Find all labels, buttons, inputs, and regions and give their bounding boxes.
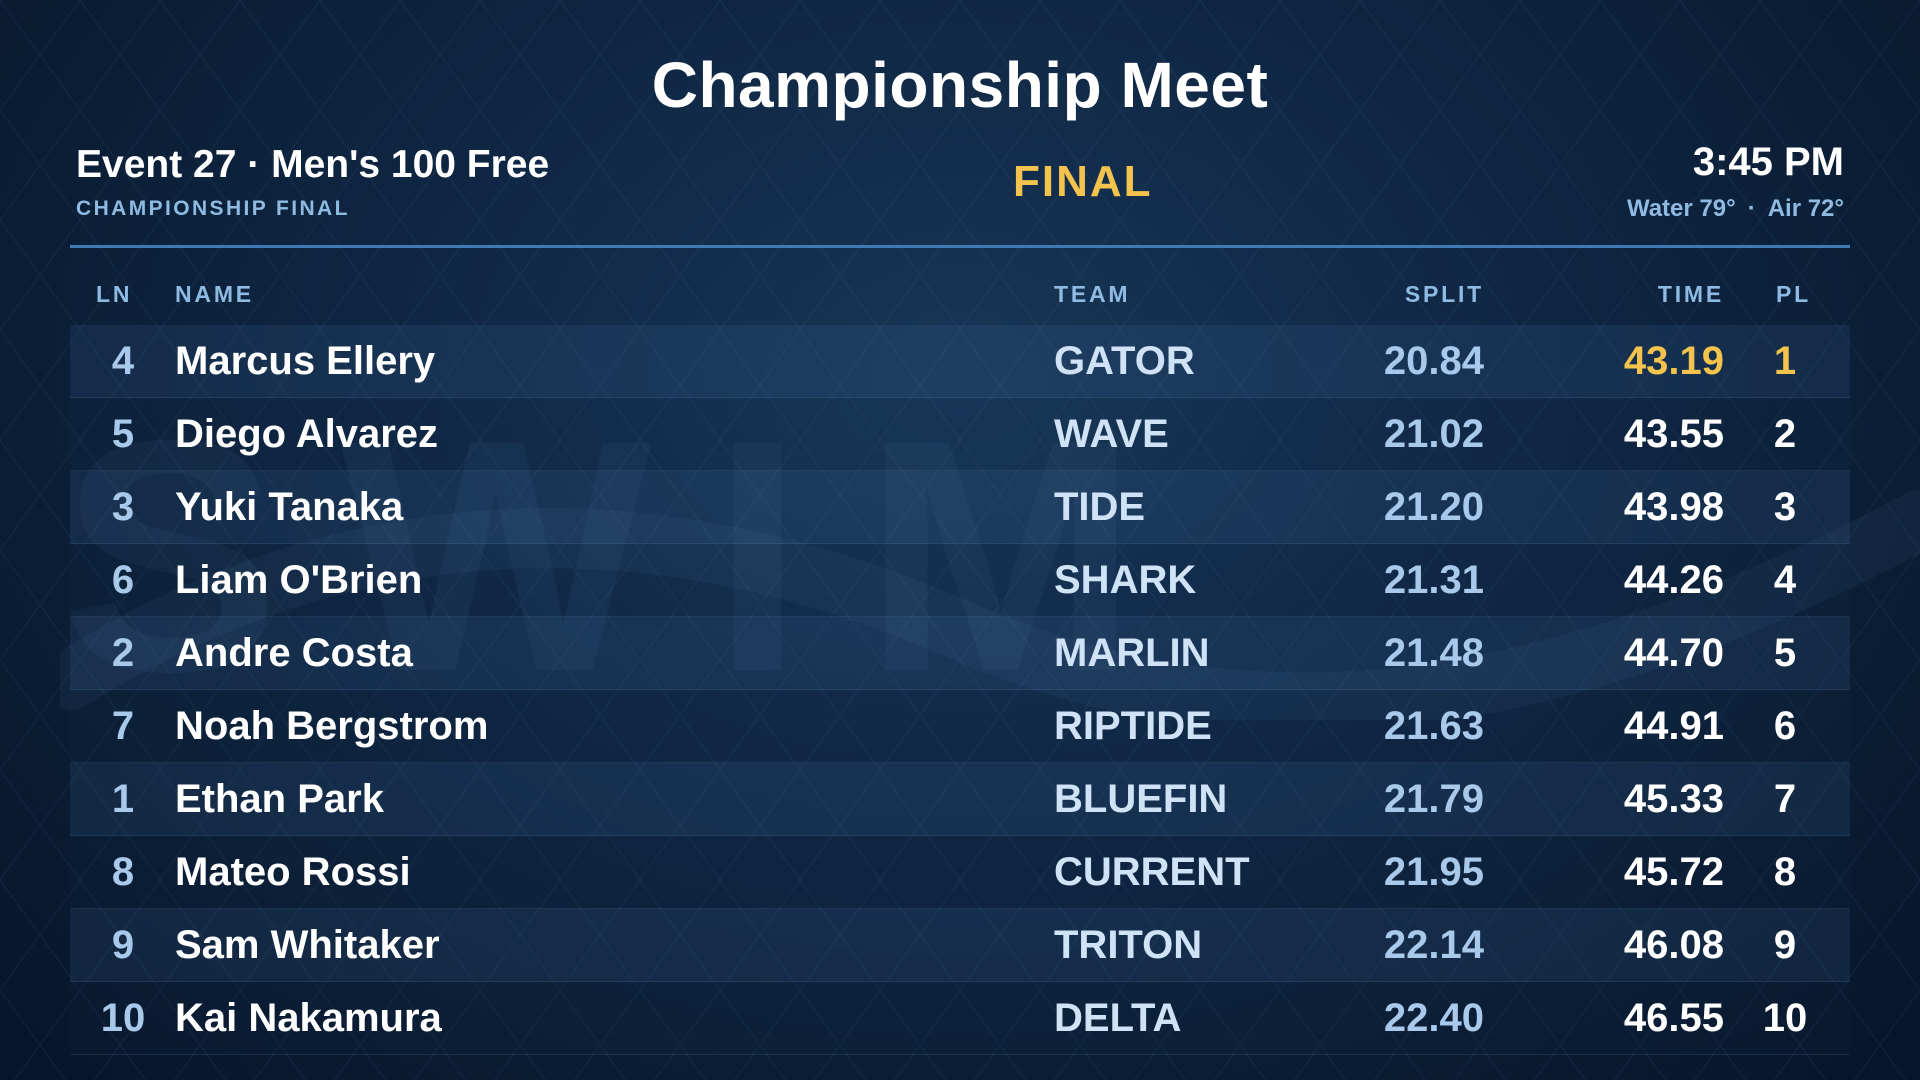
lane-number: 5 — [111, 412, 135, 456]
swimmer-name: Ethan Park — [175, 777, 384, 821]
column-header-lane: LN — [96, 281, 133, 307]
split-time: 22.14 — [1383, 923, 1484, 967]
place: 9 — [1773, 923, 1797, 967]
swimmer-name: Kai Nakamura — [175, 996, 442, 1040]
split-time: 20.84 — [1383, 339, 1484, 383]
final-time: 43.19 — [1623, 339, 1724, 383]
lane-number: 2 — [111, 631, 135, 675]
split-time: 21.63 — [1383, 704, 1484, 748]
place: 4 — [1773, 558, 1797, 602]
final-time: 44.26 — [1623, 558, 1724, 602]
column-header-split: SPLIT — [1404, 281, 1484, 307]
event-name: Event 27 · Men's 100 Free — [76, 143, 550, 186]
split-time: 22.40 — [1383, 996, 1484, 1040]
final-time: 46.55 — [1623, 996, 1724, 1040]
place: 5 — [1773, 631, 1797, 675]
team-name: RIPTIDE — [1054, 704, 1212, 748]
race-status-badge: FINAL — [1013, 157, 1153, 206]
split-time: 21.02 — [1383, 412, 1484, 456]
team-name: SHARK — [1054, 558, 1197, 602]
swimmer-name: Marcus Ellery — [175, 339, 436, 383]
results-table: 4 Marcus Ellery GATOR 20.84 43.19 1 5 Di… — [70, 325, 1850, 1055]
table-row: 9 Sam Whitaker TRITON 22.14 46.08 9 — [70, 909, 1850, 982]
final-time: 43.55 — [1623, 412, 1724, 456]
water-temperature: Water 79° — [1626, 195, 1736, 222]
split-time: 21.95 — [1383, 850, 1484, 894]
final-time: 44.70 — [1623, 631, 1724, 675]
team-name: WAVE — [1054, 412, 1169, 456]
swimmer-name: Liam O'Brien — [175, 558, 423, 602]
table-row: 7 Noah Bergstrom RIPTIDE 21.63 44.91 6 — [70, 690, 1850, 763]
swimmer-name: Diego Alvarez — [175, 412, 439, 456]
table-row: 1 Ethan Park BLUEFIN 21.79 45.33 7 — [70, 763, 1850, 836]
split-time: 21.20 — [1383, 485, 1484, 529]
swimmer-name: Yuki Tanaka — [175, 485, 404, 529]
place: 10 — [1762, 996, 1808, 1040]
final-time: 45.33 — [1623, 777, 1724, 821]
place: 3 — [1773, 485, 1797, 529]
team-name: TIDE — [1054, 485, 1146, 529]
column-header-name: NAME — [175, 281, 254, 307]
final-time: 43.98 — [1623, 485, 1724, 529]
place: 6 — [1773, 704, 1797, 748]
team-name: GATOR — [1054, 339, 1195, 383]
team-name: CURRENT — [1054, 850, 1250, 894]
lane-number: 10 — [100, 996, 146, 1040]
event-round: CHAMPIONSHIP FINAL — [76, 197, 350, 220]
split-time: 21.79 — [1383, 777, 1484, 821]
team-name: DELTA — [1054, 996, 1182, 1040]
header-divider — [70, 245, 1850, 248]
column-header-time: TIME — [1657, 281, 1724, 307]
lane-number: 4 — [111, 339, 135, 383]
column-header-team: TEAM — [1054, 281, 1131, 307]
lane-number: 7 — [111, 704, 135, 748]
table-row: 5 Diego Alvarez WAVE 21.02 43.55 2 — [70, 398, 1850, 471]
table-row: 3 Yuki Tanaka TIDE 21.20 43.98 3 — [70, 471, 1850, 544]
place: 8 — [1773, 850, 1797, 894]
conditions-separator: · — [1747, 195, 1756, 222]
lane-number: 3 — [111, 485, 135, 529]
clock-time: 3:45 PM — [1692, 140, 1844, 184]
place: 1 — [1773, 339, 1797, 383]
column-header-place: PL — [1776, 281, 1811, 307]
team-name: MARLIN — [1054, 631, 1210, 675]
swimmer-name: Sam Whitaker — [175, 923, 440, 967]
final-time: 44.91 — [1623, 704, 1724, 748]
split-time: 21.31 — [1383, 558, 1484, 602]
table-row: 8 Mateo Rossi CURRENT 21.95 45.72 8 — [70, 836, 1850, 909]
page-title: Championship Meet — [651, 49, 1269, 121]
table-row: 2 Andre Costa MARLIN 21.48 44.70 5 — [70, 617, 1850, 690]
team-name: TRITON — [1054, 923, 1203, 967]
lane-number: 8 — [111, 850, 135, 894]
swimmer-name: Andre Costa — [175, 631, 413, 675]
swimmer-name: Mateo Rossi — [175, 850, 411, 894]
table-row: 4 Marcus Ellery GATOR 20.84 43.19 1 — [70, 325, 1850, 398]
lane-number: 9 — [111, 923, 135, 967]
table-row: 10 Kai Nakamura DELTA 22.40 46.55 10 — [70, 982, 1850, 1055]
lane-number: 1 — [111, 777, 135, 821]
table-row: 6 Liam O'Brien SHARK 21.31 44.26 4 — [70, 544, 1850, 617]
team-name: BLUEFIN — [1054, 777, 1228, 821]
lane-number: 6 — [111, 558, 135, 602]
final-time: 45.72 — [1623, 850, 1724, 894]
pool-conditions: Water 79° · Air 72° — [1627, 195, 1844, 223]
final-time: 46.08 — [1623, 923, 1724, 967]
place: 2 — [1773, 412, 1797, 456]
split-time: 21.48 — [1383, 631, 1484, 675]
air-temperature: Air 72° — [1767, 195, 1844, 222]
swimmer-name: Noah Bergstrom — [175, 704, 489, 748]
place: 7 — [1773, 777, 1797, 821]
